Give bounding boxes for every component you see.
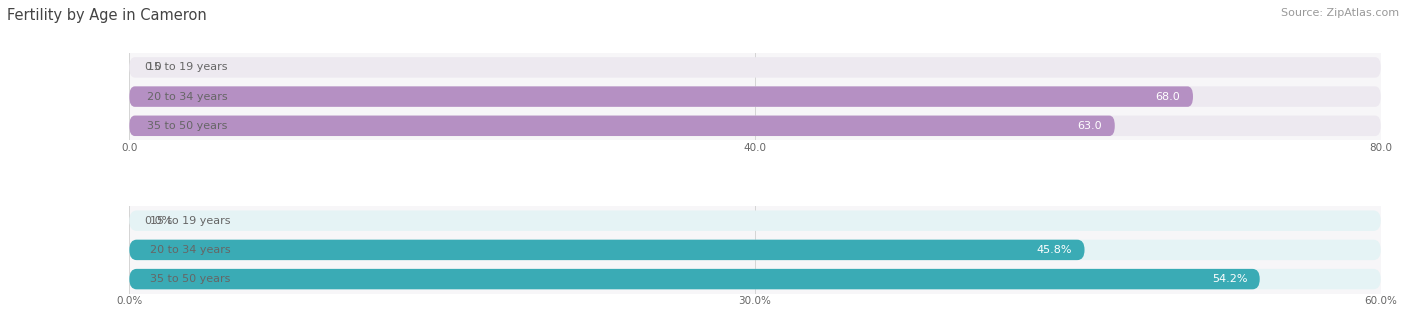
Text: 68.0: 68.0 <box>1156 92 1181 102</box>
Text: 54.2%: 54.2% <box>1212 274 1247 284</box>
Text: 0.0: 0.0 <box>145 62 162 72</box>
FancyBboxPatch shape <box>129 86 1192 107</box>
FancyBboxPatch shape <box>129 211 1381 231</box>
Text: 20 to 34 years: 20 to 34 years <box>150 245 231 255</box>
Text: 20 to 34 years: 20 to 34 years <box>148 92 228 102</box>
Text: 15 to 19 years: 15 to 19 years <box>150 216 231 226</box>
Text: 45.8%: 45.8% <box>1036 245 1071 255</box>
FancyBboxPatch shape <box>129 269 1260 289</box>
FancyBboxPatch shape <box>129 57 1381 78</box>
Text: 0.0%: 0.0% <box>145 216 173 226</box>
FancyBboxPatch shape <box>129 115 1115 136</box>
Text: 35 to 50 years: 35 to 50 years <box>150 274 231 284</box>
FancyBboxPatch shape <box>129 115 1381 136</box>
FancyBboxPatch shape <box>129 86 1381 107</box>
FancyBboxPatch shape <box>129 240 1084 260</box>
Text: Source: ZipAtlas.com: Source: ZipAtlas.com <box>1281 8 1399 18</box>
Text: 35 to 50 years: 35 to 50 years <box>148 121 228 131</box>
FancyBboxPatch shape <box>129 240 1381 260</box>
Text: 63.0: 63.0 <box>1077 121 1102 131</box>
Text: Fertility by Age in Cameron: Fertility by Age in Cameron <box>7 8 207 23</box>
Text: 15 to 19 years: 15 to 19 years <box>148 62 228 72</box>
FancyBboxPatch shape <box>129 269 1381 289</box>
